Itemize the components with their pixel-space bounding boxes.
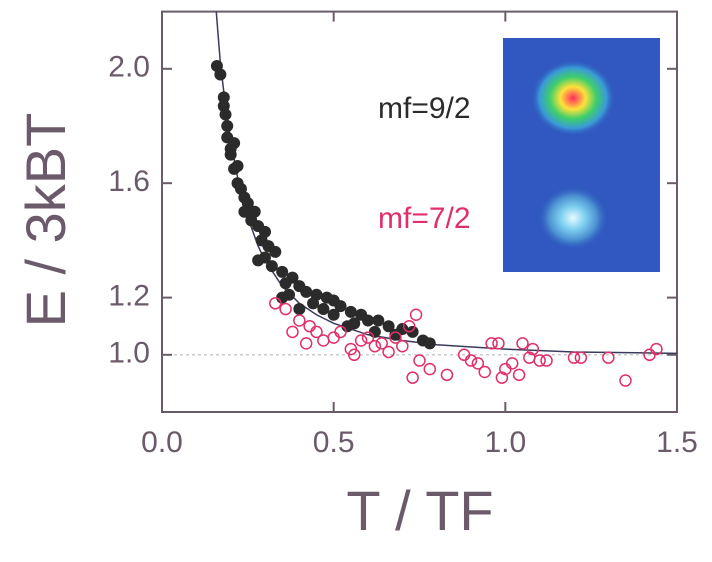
data-point: [280, 277, 292, 289]
data-point: [335, 326, 346, 337]
data-point: [307, 297, 319, 309]
data-point: [300, 286, 312, 298]
data-point: [266, 260, 278, 272]
data-point: [517, 338, 528, 349]
data-point: [424, 364, 435, 375]
data-point: [318, 335, 329, 346]
legend-label: mf=9/2: [378, 92, 471, 125]
data-point: [287, 326, 298, 337]
data-point: [575, 352, 586, 363]
data-point: [276, 266, 288, 278]
data-point: [372, 314, 384, 326]
data-point: [317, 303, 329, 315]
data-point: [376, 338, 387, 349]
data-point: [341, 320, 353, 332]
data-point: [304, 321, 315, 332]
data-point: [507, 358, 518, 369]
data-point: [232, 160, 244, 172]
x-axis-label: T / TF: [346, 479, 493, 542]
y-axis-label: E / 3kBT: [14, 113, 77, 328]
data-point: [407, 372, 418, 383]
x-tick-label: 0.5: [313, 426, 355, 459]
data-point: [424, 337, 436, 349]
data-point: [270, 298, 281, 309]
cloud-7-2: [538, 186, 608, 250]
data-point: [220, 109, 232, 121]
data-point: [276, 292, 288, 304]
y-tick-label: 1.0: [108, 337, 150, 370]
data-point: [356, 335, 367, 346]
data-point: [363, 332, 374, 343]
y-tick-label: 2.0: [108, 51, 150, 84]
data-point: [214, 69, 226, 81]
data-point: [362, 314, 374, 326]
data-point: [397, 341, 408, 352]
data-point: [221, 120, 233, 132]
data-point: [620, 375, 631, 386]
data-point: [301, 338, 312, 349]
data-point: [225, 149, 237, 161]
cloud-9-2: [531, 60, 615, 136]
data-point: [269, 246, 281, 258]
data-point: [369, 326, 381, 338]
data-point: [493, 338, 504, 349]
data-point: [252, 254, 264, 266]
chart: E / 3kBT T / TF mf=9/2 mf=7/2 0.0 0.5 1.0 1…: [0, 0, 712, 557]
data-point: [411, 309, 422, 320]
data-point: [514, 369, 525, 380]
data-point: [541, 355, 552, 366]
data-point: [280, 304, 291, 315]
y-tick-label: 1.6: [108, 165, 150, 198]
data-point: [228, 137, 240, 149]
inset-image: [503, 38, 660, 272]
legend-label: mf=7/2: [378, 202, 471, 235]
data-point: [441, 369, 452, 380]
x-tick-label: 0.0: [141, 426, 183, 459]
data-point: [414, 355, 425, 366]
data-point: [328, 309, 340, 321]
x-tick-label: 1.5: [656, 426, 698, 459]
x-tick-label: 1.0: [484, 426, 526, 459]
data-point: [479, 366, 490, 377]
data-point: [328, 332, 339, 343]
data-point: [603, 352, 614, 363]
data-point: [345, 306, 357, 318]
data-point: [466, 355, 477, 366]
y-tick-label: 1.2: [108, 280, 150, 313]
data-point: [294, 315, 305, 326]
data-point: [293, 303, 305, 315]
